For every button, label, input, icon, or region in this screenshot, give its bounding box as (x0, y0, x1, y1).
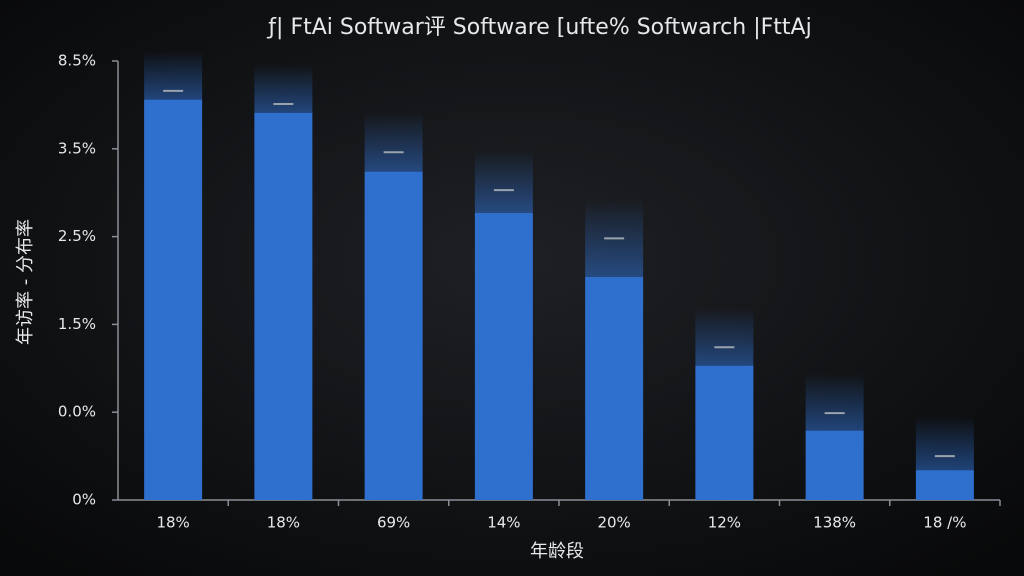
y-axis-title: 年访率 - 分布率 (15, 219, 36, 345)
x-tick-label: 18% (267, 514, 300, 532)
x-tick-label: 138% (813, 514, 856, 532)
bar (254, 112, 313, 500)
y-tick-label: 1.5% (58, 315, 96, 333)
bar (695, 365, 754, 500)
x-tick-label: 20% (597, 514, 630, 532)
bar-glow (915, 416, 974, 471)
x-tick-label: 12% (708, 514, 741, 532)
x-tick-label: 18 /% (923, 514, 966, 532)
bar-glow (474, 150, 533, 213)
bar-glow (805, 373, 864, 431)
x-tick-label: 69% (377, 514, 410, 532)
x-tick-label: 18% (156, 514, 189, 532)
bar (364, 171, 423, 501)
bar-glow (364, 112, 423, 172)
bar-glow (695, 307, 754, 366)
y-tick-label: 3.5% (58, 139, 96, 157)
bar-glow (254, 64, 313, 113)
y-tick-label: 0.0% (58, 403, 96, 421)
x-tick-label: 14% (487, 514, 520, 532)
bar-glow (144, 50, 203, 100)
y-tick-label: 2.5% (58, 227, 96, 245)
x-axis-title: 年龄段 (530, 541, 584, 562)
bar (805, 430, 864, 500)
bar (474, 212, 533, 501)
y-tick-label: 0% (72, 491, 96, 509)
bar (144, 99, 203, 500)
bar (915, 470, 974, 500)
chart-title: ƒ| FtAi Softwar评 Software [ufte% Softwar… (266, 15, 811, 40)
bar (585, 276, 644, 500)
y-tick-label: 8.5% (58, 52, 96, 70)
